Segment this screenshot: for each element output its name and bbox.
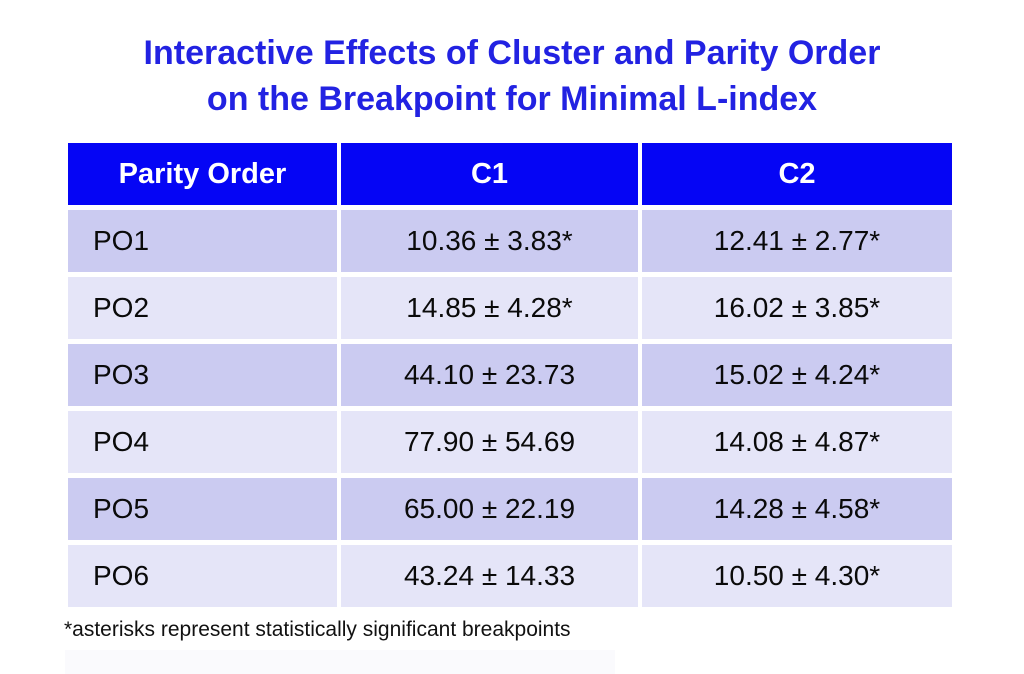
data-cell-po4-c2: 14.08 ± 4.87*	[642, 411, 952, 473]
results-table: Parity Order C1 C2 PO1 10.36 ± 3.83* 12.…	[68, 143, 952, 607]
row-label-po5: PO5	[68, 478, 337, 540]
data-cell-po5-c1: 65.00 ± 22.19	[341, 478, 638, 540]
row-label-po1: PO1	[68, 210, 337, 272]
row-label-po6: PO6	[68, 545, 337, 607]
row-label-po3: PO3	[68, 344, 337, 406]
faded-artifact-band	[65, 650, 615, 674]
data-cell-po6-c1: 43.24 ± 14.33	[341, 545, 638, 607]
data-cell-po2-c1: 14.85 ± 4.28*	[341, 277, 638, 339]
row-label-po2: PO2	[68, 277, 337, 339]
header-cell-c2: C2	[642, 143, 952, 205]
header-cell-parity-order: Parity Order	[68, 143, 337, 205]
data-cell-po5-c2: 14.28 ± 4.58*	[642, 478, 952, 540]
header-cell-c1: C1	[341, 143, 638, 205]
data-cell-po1-c2: 12.41 ± 2.77*	[642, 210, 952, 272]
page-title-line2: on the Breakpoint for Minimal L-index	[206, 80, 818, 118]
page-title-line1: Interactive Effects of Cluster and Parit…	[143, 34, 881, 72]
data-cell-po3-c2: 15.02 ± 4.24*	[642, 344, 952, 406]
page-title: Interactive Effects of Cluster and Parit…	[0, 30, 1024, 122]
data-cell-po6-c2: 10.50 ± 4.30*	[642, 545, 952, 607]
significance-footnote: *asterisks represent statistically signi…	[64, 618, 571, 641]
data-cell-po4-c1: 77.90 ± 54.69	[341, 411, 638, 473]
data-cell-po2-c2: 16.02 ± 3.85*	[642, 277, 952, 339]
row-label-po4: PO4	[68, 411, 337, 473]
data-cell-po3-c1: 44.10 ± 23.73	[341, 344, 638, 406]
data-cell-po1-c1: 10.36 ± 3.83*	[341, 210, 638, 272]
